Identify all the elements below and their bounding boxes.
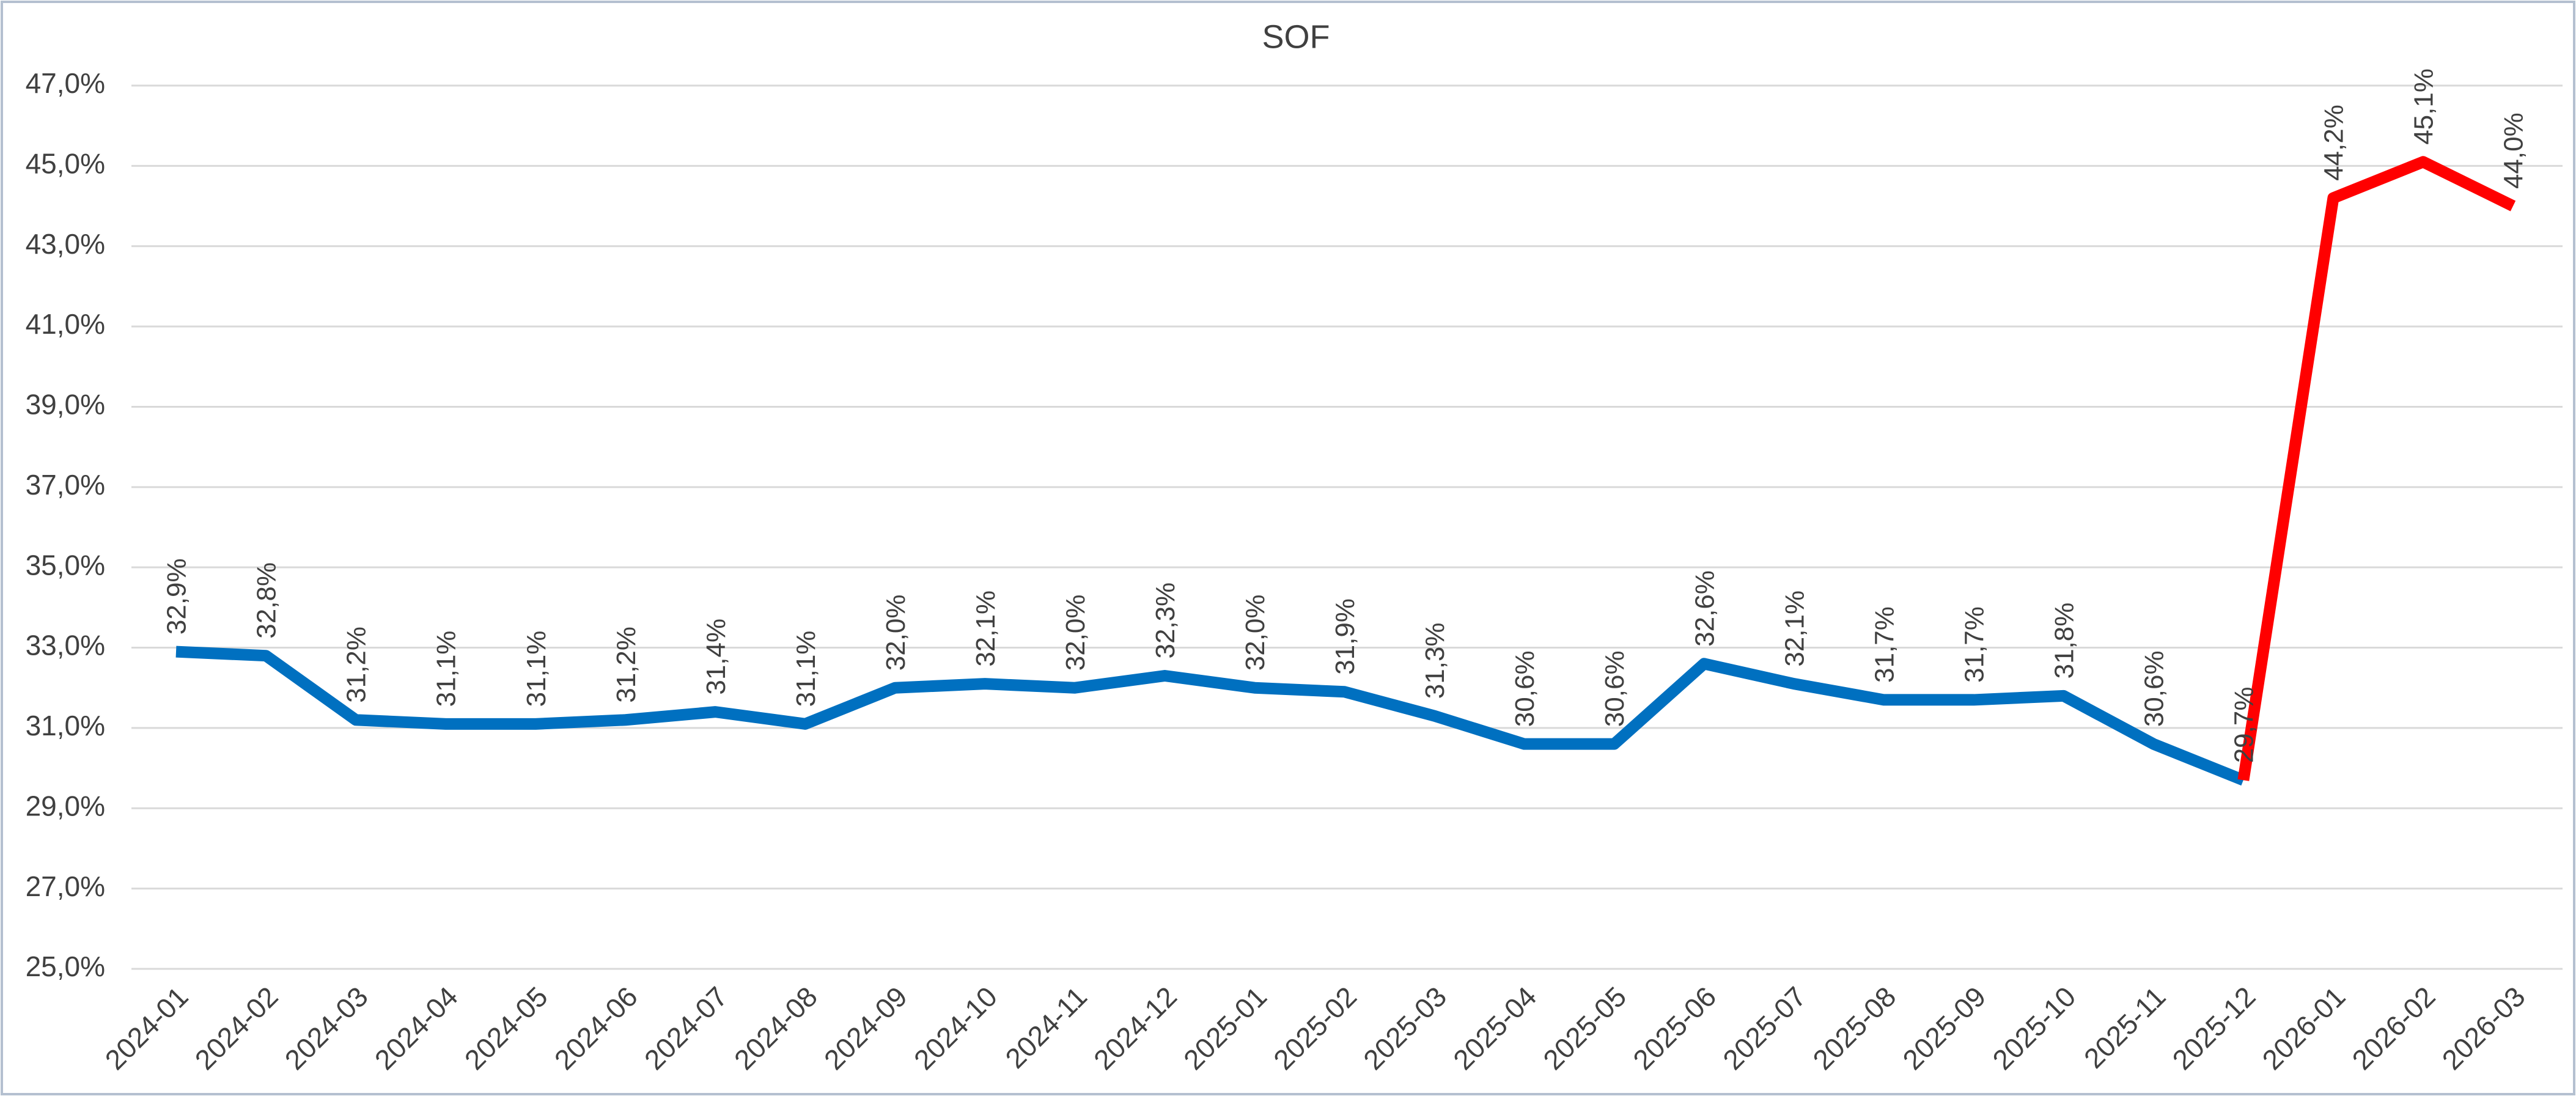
data-label: 31,7% xyxy=(1869,606,1899,683)
data-label: 45,1% xyxy=(2409,68,2439,145)
data-label: 32,9% xyxy=(162,558,192,634)
data-label: 31,3% xyxy=(1420,622,1450,699)
line xyxy=(2237,156,2516,781)
data-label: 32,6% xyxy=(1690,570,1720,647)
y-tick-label: 27,0% xyxy=(26,870,105,902)
y-tick-label: 47,0% xyxy=(26,67,105,99)
data-label: 31,7% xyxy=(1959,606,1989,683)
data-label: 30,6% xyxy=(1510,650,1540,727)
data-label: 31,1% xyxy=(432,631,462,707)
data-label: 32,0% xyxy=(1240,594,1270,671)
data-label: 31,8% xyxy=(2049,603,2079,679)
data-label: 31,4% xyxy=(701,619,731,695)
y-tick-label: 43,0% xyxy=(26,228,105,260)
data-label: 30,6% xyxy=(2139,650,2169,727)
data-label: 32,1% xyxy=(1779,590,1809,667)
y-tick-label: 25,0% xyxy=(26,951,105,982)
y-tick-label: 37,0% xyxy=(26,469,105,501)
y-tick-label: 31,0% xyxy=(26,710,105,741)
data-label: 32,0% xyxy=(1061,594,1091,671)
data-label: 32,8% xyxy=(252,562,282,639)
data-label: 29,7% xyxy=(2229,687,2259,763)
data-label: 32,1% xyxy=(971,590,1001,667)
y-tick-label: 45,0% xyxy=(26,148,105,180)
data-label: 31,1% xyxy=(791,631,821,707)
data-label: 31,2% xyxy=(342,627,372,703)
data-label: 44,0% xyxy=(2499,112,2529,189)
data-label: 32,3% xyxy=(1150,583,1180,659)
line xyxy=(175,645,2246,786)
chart-title: SOF xyxy=(1262,18,1330,55)
y-tick-label: 41,0% xyxy=(26,308,105,340)
data-label: 32,0% xyxy=(881,594,911,671)
data-label: 30,6% xyxy=(1600,650,1630,727)
y-tick-label: 33,0% xyxy=(26,630,105,661)
y-tick-label: 39,0% xyxy=(26,389,105,421)
data-label: 44,2% xyxy=(2319,105,2349,181)
y-tick-label: 35,0% xyxy=(26,549,105,581)
data-label: 31,2% xyxy=(611,627,641,703)
data-label: 31,1% xyxy=(521,631,551,707)
data-label: 31,9% xyxy=(1330,598,1360,675)
y-tick-label: 29,0% xyxy=(26,790,105,822)
